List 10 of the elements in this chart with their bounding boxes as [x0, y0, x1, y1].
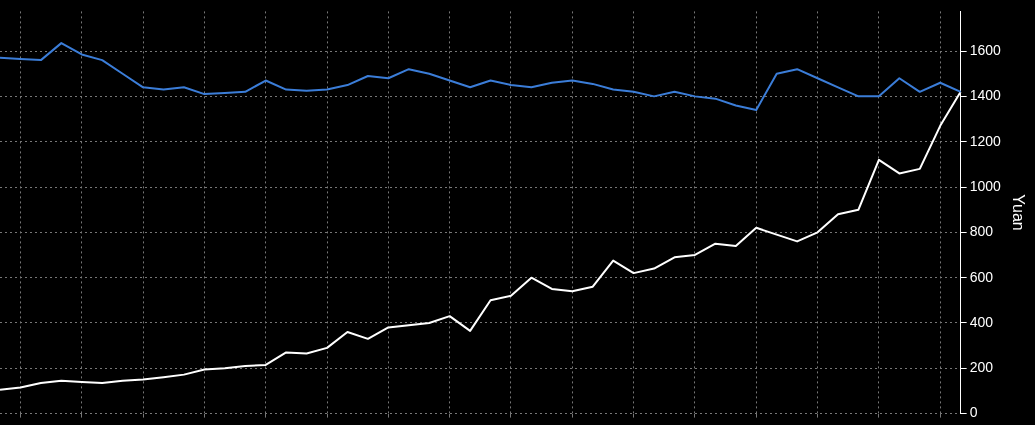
y-tick-label: 1400 [969, 87, 1002, 104]
y-tick-label: 800 [969, 223, 994, 240]
y-tick-label: 1000 [969, 177, 1002, 194]
y-tick-label: 600 [969, 268, 994, 285]
y-tick-label: 400 [969, 313, 994, 330]
y-tick-label: 0 [969, 404, 978, 421]
y-tick-label: 1600 [969, 41, 1002, 58]
y-tick-label: 1200 [969, 132, 1002, 149]
y-tick-label: 200 [969, 359, 994, 376]
y-axis-title: Yuan [1009, 194, 1027, 231]
